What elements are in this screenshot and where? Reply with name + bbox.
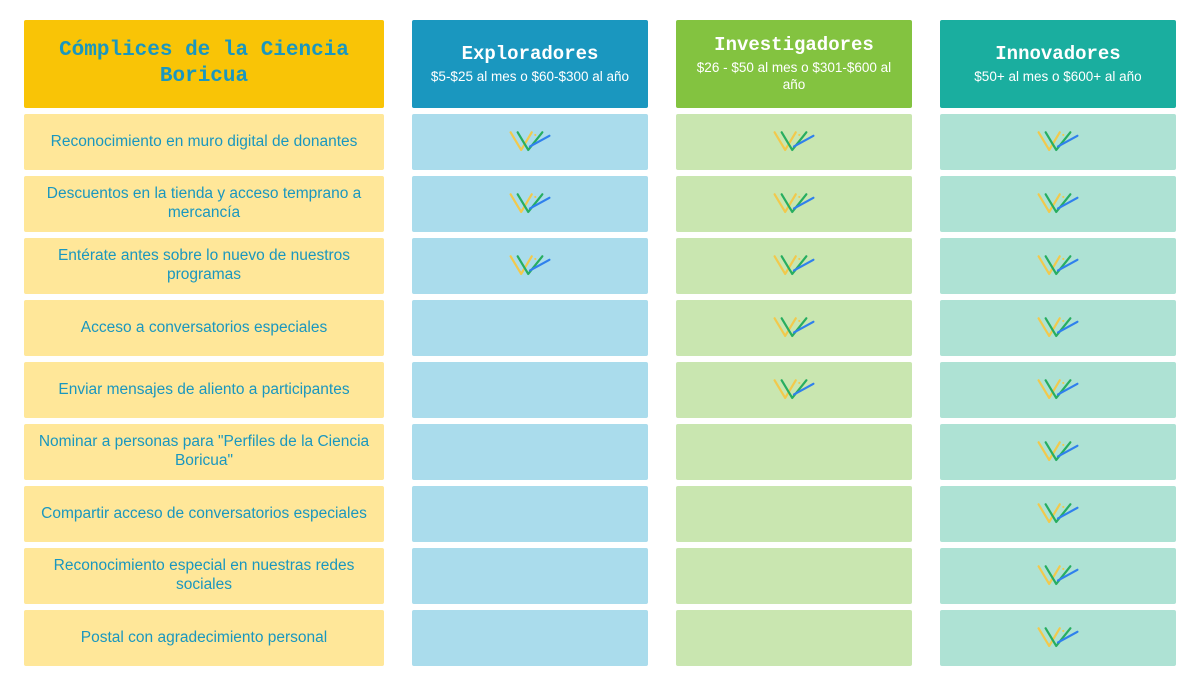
tier-cell — [676, 424, 912, 480]
tier-subtitle: $50+ al mes o $600+ al año — [974, 69, 1141, 86]
feature-label-cell: Nominar a personas para "Perfiles de la … — [24, 424, 384, 480]
check-icon — [1031, 623, 1085, 653]
tier-cell — [412, 114, 648, 170]
feature-label: Acceso a conversatorios especiales — [81, 319, 327, 338]
feature-label-cell: Postal con agradecimiento personal — [24, 610, 384, 666]
tier-cell — [412, 300, 648, 356]
tier-cell — [940, 610, 1176, 666]
feature-label: Enviar mensajes de aliento a participant… — [58, 381, 349, 400]
tier-cell — [940, 486, 1176, 542]
feature-label-cell: Enviar mensajes de aliento a participant… — [24, 362, 384, 418]
tier-cell — [940, 300, 1176, 356]
check-icon — [1031, 313, 1085, 343]
feature-label-cell: Reconocimiento especial en nuestras rede… — [24, 548, 384, 604]
feature-label: Entérate antes sobre lo nuevo de nuestro… — [38, 247, 370, 284]
feature-label-cell: Acceso a conversatorios especiales — [24, 300, 384, 356]
check-icon — [767, 375, 821, 405]
check-icon — [503, 189, 557, 219]
tier-cell — [412, 238, 648, 294]
tier-subtitle: $5-$25 al mes o $60-$300 al año — [431, 69, 629, 86]
check-icon — [767, 251, 821, 281]
tier-header: Investigadores $26 - $50 al mes o $301-$… — [676, 20, 912, 108]
check-icon — [1031, 189, 1085, 219]
tier-comparison-grid: Cómplices de la Ciencia Boricua Explorad… — [24, 20, 1176, 666]
check-icon — [503, 251, 557, 281]
feature-label: Descuentos en la tienda y acceso tempran… — [38, 185, 370, 222]
tier-cell — [676, 610, 912, 666]
tier-cell — [412, 362, 648, 418]
check-icon — [1031, 561, 1085, 591]
feature-label: Reconocimiento especial en nuestras rede… — [38, 557, 370, 594]
feature-label-cell: Descuentos en la tienda y acceso tempran… — [24, 176, 384, 232]
tier-cell — [412, 548, 648, 604]
main-header: Cómplices de la Ciencia Boricua — [24, 20, 384, 108]
tier-cell — [676, 486, 912, 542]
tier-cell — [940, 114, 1176, 170]
check-icon — [1031, 251, 1085, 281]
tier-cell — [676, 548, 912, 604]
tier-title: Investigadores — [714, 34, 874, 56]
tier-title: Exploradores — [462, 43, 599, 65]
check-icon — [1031, 499, 1085, 529]
feature-label-cell: Compartir acceso de conversatorios espec… — [24, 486, 384, 542]
main-header-title: Cómplices de la Ciencia Boricua — [34, 38, 374, 91]
tier-cell — [412, 424, 648, 480]
tier-title: Innovadores — [995, 43, 1120, 65]
tier-cell — [412, 176, 648, 232]
check-icon — [503, 127, 557, 157]
tier-header: Innovadores $50+ al mes o $600+ al año — [940, 20, 1176, 108]
tier-cell — [676, 362, 912, 418]
check-icon — [767, 313, 821, 343]
tier-cell — [676, 238, 912, 294]
feature-label-cell: Reconocimiento en muro digital de donant… — [24, 114, 384, 170]
feature-label: Compartir acceso de conversatorios espec… — [41, 505, 367, 524]
check-icon — [767, 127, 821, 157]
tier-header: Exploradores $5-$25 al mes o $60-$300 al… — [412, 20, 648, 108]
tier-cell — [412, 610, 648, 666]
tier-cell — [412, 486, 648, 542]
tier-cell — [940, 176, 1176, 232]
feature-label: Nominar a personas para "Perfiles de la … — [38, 433, 370, 470]
tier-cell — [940, 548, 1176, 604]
tier-cell — [940, 424, 1176, 480]
feature-label: Postal con agradecimiento personal — [81, 629, 327, 648]
tier-cell — [940, 238, 1176, 294]
tier-cell — [676, 176, 912, 232]
feature-label: Reconocimiento en muro digital de donant… — [51, 133, 358, 152]
check-icon — [1031, 375, 1085, 405]
feature-label-cell: Entérate antes sobre lo nuevo de nuestro… — [24, 238, 384, 294]
check-icon — [767, 189, 821, 219]
tier-cell — [940, 362, 1176, 418]
tier-cell — [676, 300, 912, 356]
check-icon — [1031, 437, 1085, 467]
check-icon — [1031, 127, 1085, 157]
tier-cell — [676, 114, 912, 170]
tier-subtitle: $26 - $50 al mes o $301-$600 al año — [686, 60, 902, 94]
